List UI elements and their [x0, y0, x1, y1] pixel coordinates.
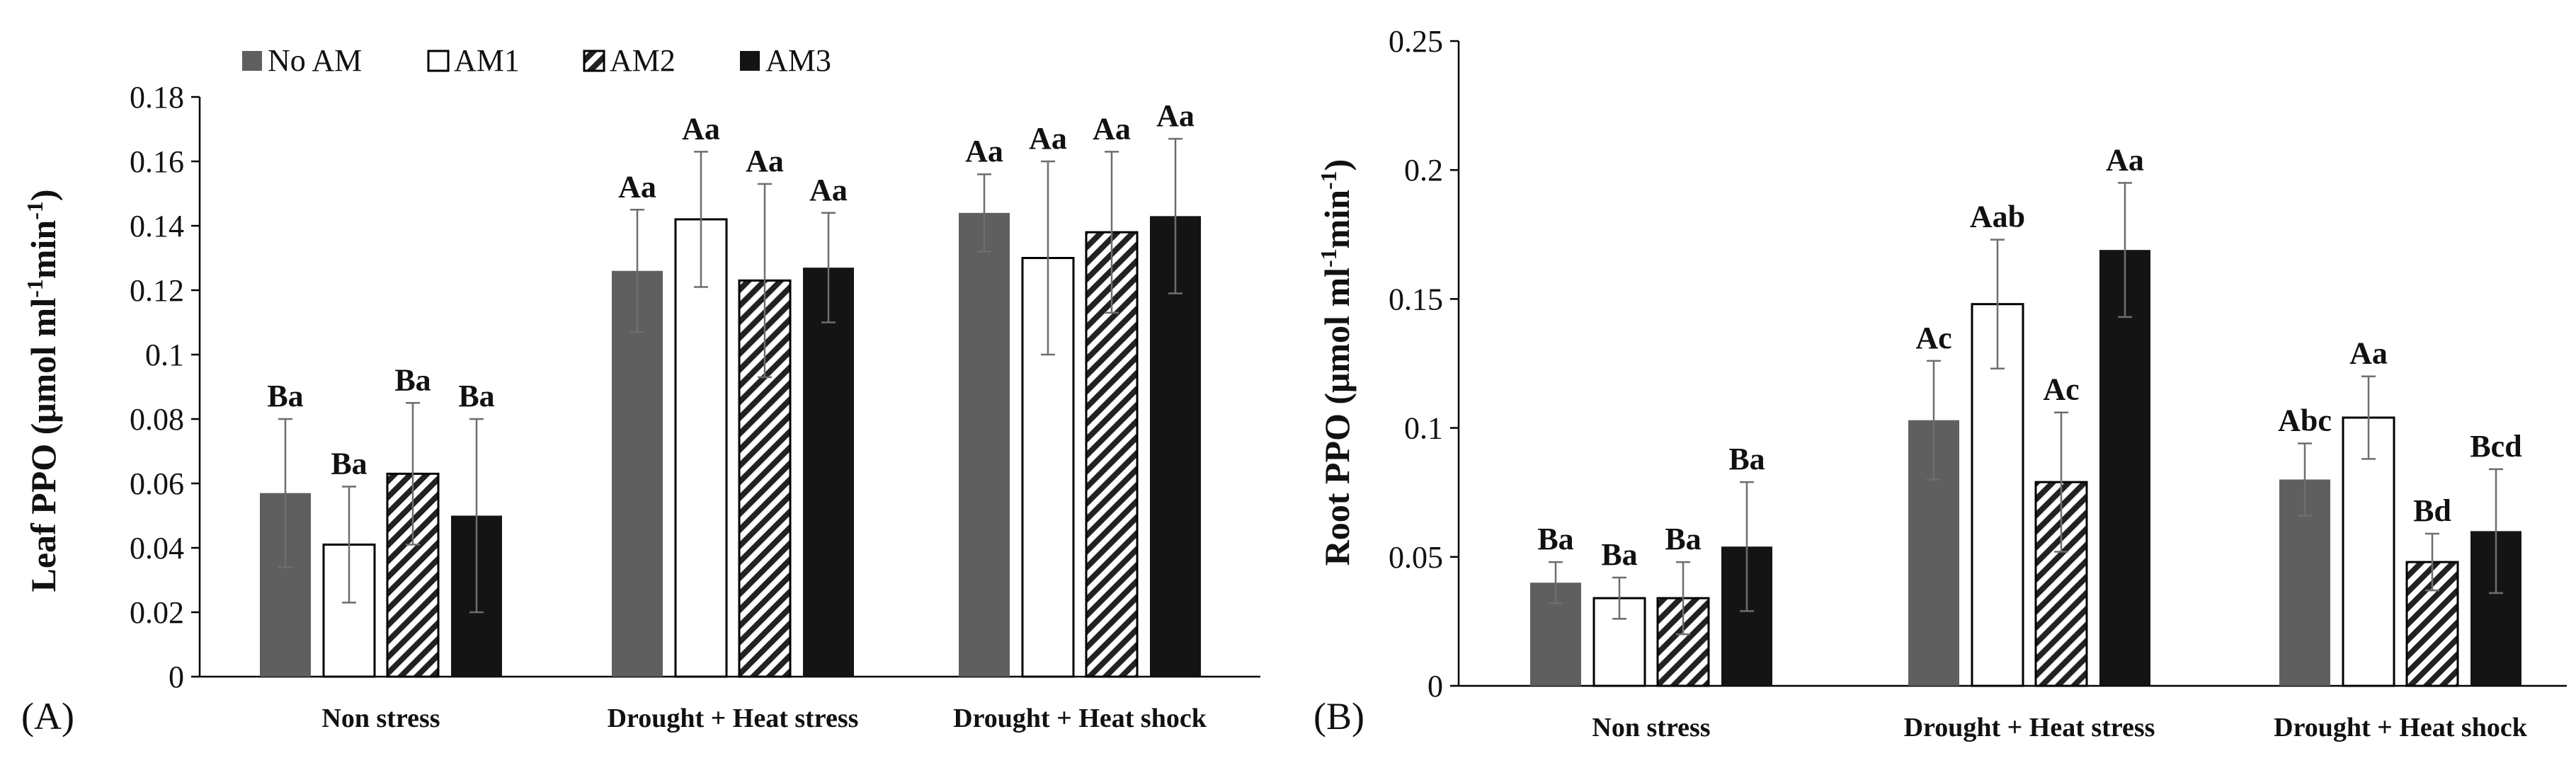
significance-label: Aab [1970, 200, 2025, 234]
significance-label: Ba [1665, 522, 1701, 556]
significance-label: Ba [331, 447, 367, 481]
x-category-label: Non stress [321, 704, 440, 733]
panel-label-a: (A) [21, 695, 74, 738]
significance-label: Aa [682, 111, 720, 146]
chart-panel-b: Root PPO (μmol ml-1min-1) (B) 0 0.05 0.1 0.… [1313, 24, 2567, 742]
significance-label: Ba [1601, 537, 1637, 572]
significance-label: Aa [1093, 111, 1131, 146]
y-tick-label: 0.08 [130, 402, 184, 437]
y-tick-label: 0.14 [130, 209, 184, 243]
y-axis-title-b: Root PPO (μmol ml-1min-1) [1316, 159, 1357, 566]
y-tick-label: 0.04 [130, 531, 184, 566]
significance-label: Aa [1029, 121, 1067, 156]
significance-label: Aa [2349, 336, 2388, 371]
y-tick-label: 0.05 [1389, 540, 1443, 575]
bar-no-am-drought-heat-stress [612, 270, 663, 677]
significance-label: Ba [1537, 522, 1573, 556]
y-tick-label: 0.16 [130, 144, 184, 179]
y-tick-label: 0.25 [1389, 24, 1443, 59]
y-tick-label: 0.15 [1389, 282, 1443, 316]
chart-panel-a: Leaf PPO (μmol ml-1min-1) (A) 0 0.02 0.04 0… [21, 80, 1260, 738]
legend: No AM AM1 AM2 AM3 [242, 43, 831, 78]
legend-label-no-am: No AM [268, 43, 362, 78]
significance-label: Ba [394, 362, 431, 397]
x-category-label: Drought + Heat shock [2274, 713, 2528, 742]
significance-label: Ac [1915, 321, 1951, 355]
bar-am1-drought-heat-stress [674, 218, 728, 678]
y-tick-label: 0.2 [1404, 153, 1443, 188]
significance-label: Aa [746, 144, 784, 178]
svg-text:Leaf PPO (μmol ml-1min-1): Leaf PPO (μmol ml-1min-1) [22, 189, 63, 592]
significance-label: Ac [2043, 372, 2079, 407]
legend-label-am2: AM2 [610, 43, 676, 78]
significance-label: Ba [267, 379, 303, 413]
bar-am3-drought-heat-stress [2099, 250, 2150, 686]
bar-am1-drought-heat-shock [2342, 416, 2395, 687]
x-category-label: Non stress [1592, 713, 1710, 742]
y-tick-label: 0.18 [130, 80, 184, 115]
significance-label: Abc [2278, 403, 2332, 437]
bar-am3-drought-heat-stress [803, 268, 854, 677]
bar-no-am-drought-heat-shock [959, 212, 1010, 677]
svg-text:Root PPO (μmol ml-1min-1): Root PPO (μmol ml-1min-1) [1316, 159, 1357, 566]
legend-label-am3: AM3 [765, 43, 831, 78]
y-tick-label: 0.1 [145, 338, 184, 372]
legend-swatch-am2 [583, 50, 605, 72]
y-tick-label: 0.06 [130, 466, 184, 501]
x-category-label: Drought + Heat stress [608, 704, 859, 733]
y-tick-label: 0 [1427, 669, 1443, 704]
y-tick-label: 0.12 [130, 273, 184, 308]
significance-label: Bd [2413, 493, 2451, 528]
y-axis-title-a: Leaf PPO (μmol ml-1min-1) [22, 189, 63, 592]
legend-swatch-am3 [740, 51, 760, 71]
y-tick-label: 0.1 [1404, 411, 1443, 446]
significance-label: Aa [2106, 142, 2144, 177]
legend-swatch-am1 [427, 50, 450, 72]
significance-label: Aa [965, 134, 1003, 168]
panel-label-b: (B) [1313, 695, 1364, 738]
significance-label: Aa [809, 173, 848, 207]
legend-label-am1: AM1 [454, 43, 520, 78]
significance-label: Aa [1156, 98, 1195, 133]
y-tick-label: 0.02 [130, 595, 184, 630]
significance-label: Ba [1728, 442, 1765, 476]
significance-label: Aa [618, 169, 656, 204]
y-tick-label: 0 [169, 660, 184, 694]
x-category-label: Drought + Heat stress [1904, 713, 2155, 742]
x-category-label: Drought + Heat shock [953, 704, 1207, 733]
significance-label: Ba [458, 379, 494, 413]
significance-label: Bcd [2470, 429, 2521, 464]
legend-swatch-no-am [242, 51, 262, 71]
